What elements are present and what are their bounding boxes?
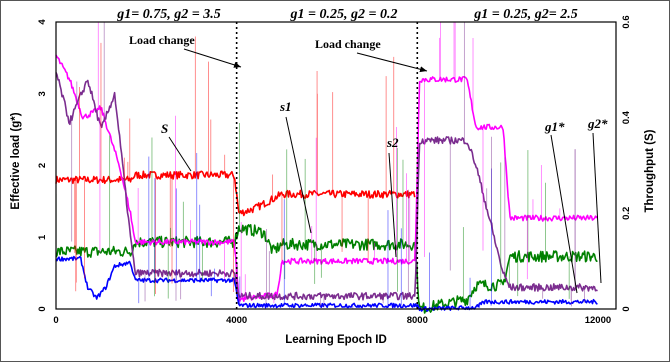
load-change-label-2: Load change [315,37,381,51]
series-spikes-3 [97,22,561,304]
series-spikes-1 [74,36,395,295]
y-right-tick-label: 0 [621,306,632,311]
y-left-tick-label: 2 [37,163,48,168]
label-s1: s1 [279,99,292,114]
y-right-tick-label: 0.4 [621,110,632,124]
series-line-4 [55,255,598,312]
x-tick-label: 0 [53,315,58,326]
label-s1-pointer [285,116,312,234]
y-right-axis-title: Throughput (S) [644,129,656,212]
x-tick-label: 4000 [226,315,247,326]
label-g1-star: g1* [544,119,565,134]
label-g2-pointer [592,132,602,284]
x-tick-label: 8000 [407,315,428,326]
label-S: S [161,121,168,136]
load-change-arrow-1 [183,48,242,68]
y-left-tick-label: 0 [37,306,48,311]
series-spikes-4 [112,152,492,309]
series-spikes-2 [55,123,570,307]
regime-label-3: g1 = 0.25, g2= 2.5 [473,7,577,22]
series-spikes-5 [71,22,585,308]
regime-label-2: g1 = 0.25, g2 = 0.2 [290,7,398,22]
x-axis-title: Learning Epoch ID [285,334,387,346]
regime-label-1: g1= 0.75, g2 = 3.5 [116,7,220,22]
y-right-tick-label: 0.6 [621,15,632,28]
y-right-tick-label: 0.2 [621,207,632,220]
y-left-tick-label: 4 [37,19,48,25]
series-layer [55,54,599,314]
y-left-tick-label: 3 [37,91,48,96]
tick-layer: 0 4000 8000 12000 0 1 2 3 4 0 0.2 0.4 0.6 [37,15,632,326]
label-g2-star: g2* [587,116,608,131]
label-g1-pointer [550,134,578,294]
y-left-tick-label: 1 [37,234,48,240]
series-line-5 [55,72,598,301]
label-s2: s2 [386,135,399,150]
label-S-pointer [168,136,192,172]
plot-border [55,21,617,310]
y-left-axis-title: Effective load (g*) [10,112,22,209]
series-line-1 [55,170,416,217]
load-change-label-1: Load change [129,33,195,47]
load-change-arrow-2 [356,52,428,73]
x-tick-label: 12000 [585,315,611,326]
series-line-3 [55,54,599,302]
label-s2-pointer [388,152,397,258]
series-line-2 [55,224,598,314]
